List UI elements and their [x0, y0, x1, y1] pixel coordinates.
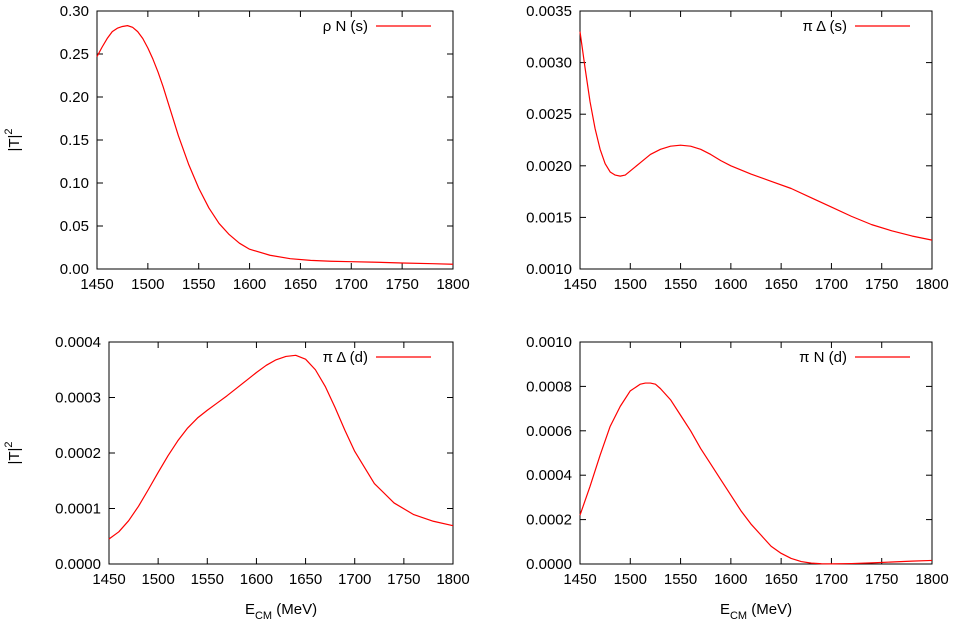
x-tick-label: 1600: [714, 571, 747, 588]
x-tick-label: 1500: [141, 571, 174, 588]
x-tick-label: 1800: [915, 571, 948, 588]
x-tick-label: 1550: [191, 571, 224, 588]
panel-pi-delta-s: 1450 1500 1550 1600 1650 1700 1750 1800 0.0010 0.…: [526, 3, 949, 293]
series-line: [108, 354, 454, 540]
x-tick-label: 1700: [815, 571, 848, 588]
panel-rho-n-s: 1450 1500 1550 1600 1650 1700 1750 1800 0.00 0.05…: [3, 3, 470, 293]
y-tick-label: 0.0030: [526, 55, 572, 72]
y-tick-label: 0.05: [60, 218, 89, 235]
plot-frame: [579, 341, 933, 565]
x-tick-label: 1450: [92, 571, 125, 588]
y-tick-label: 0.20: [60, 89, 89, 106]
x-tick-label: 1450: [80, 276, 113, 293]
x-tick-label: 1650: [289, 571, 322, 588]
x-tick-label: 1750: [865, 276, 898, 293]
x-tick-label: 1750: [865, 571, 898, 588]
y-tick-label: 0.0002: [526, 512, 572, 529]
y-tick-label: 0.0008: [526, 378, 572, 395]
y-tick-label: 0.10: [60, 175, 89, 192]
legend-label: π Δ (d): [323, 349, 368, 366]
x-tick-label: 1500: [614, 571, 647, 588]
y-tick-label: 0.0010: [526, 334, 572, 351]
y-tick-label: 0.0000: [55, 556, 101, 573]
x-axis-label: ECM (MeV): [245, 601, 317, 622]
y-tick-label: 0.0000: [526, 556, 572, 573]
x-tick-label: 1650: [764, 276, 797, 293]
x-tick-label: 1800: [436, 276, 469, 293]
panel-pi-delta-d: 1450 1500 1550 1600 1650 1700 1750 1800 0.0000 0.…: [3, 334, 470, 622]
x-tick-label: 1650: [284, 276, 317, 293]
x-tick-label: 1600: [714, 276, 747, 293]
panel-pi-n-d: 1450 1500 1550 1600 1650 1700 1750 1800 0.0000 0.…: [526, 334, 949, 622]
y-tick-label: 0.0010: [526, 261, 572, 278]
x-tick-label: 1750: [385, 276, 418, 293]
y-tick-label: 0.00: [60, 261, 89, 278]
y-tick-label: 0.0015: [526, 209, 572, 226]
x-axis-label: ECM (MeV): [720, 601, 792, 622]
y-tick-label: 0.0006: [526, 423, 572, 440]
x-tick-label: 1550: [182, 276, 215, 293]
x-tick-label: 1700: [335, 276, 368, 293]
x-tick-label: 1450: [563, 571, 596, 588]
y-tick-label: 0.0003: [55, 390, 101, 407]
y-tick-label: 0.0035: [526, 3, 572, 20]
y-tick-label: 0.0020: [526, 158, 572, 175]
series-line: [96, 25, 454, 265]
y-tick-label: 0.30: [60, 3, 89, 20]
y-tick-label: 0.25: [60, 46, 89, 63]
plot-frame: [579, 10, 933, 270]
y-tick-label: 0.15: [60, 132, 89, 149]
x-tick-label: 1550: [664, 276, 697, 293]
x-tick-label: 1500: [131, 276, 164, 293]
x-tick-label: 1550: [664, 571, 697, 588]
x-tick-label: 1800: [436, 571, 469, 588]
x-tick-label: 1700: [815, 276, 848, 293]
y-tick-label: 0.0004: [526, 467, 572, 484]
series-line: [579, 382, 933, 565]
series-line: [579, 31, 933, 241]
y-tick-label: 0.0004: [55, 334, 101, 351]
y-tick-label: 0.0025: [526, 106, 572, 123]
x-tick-label: 1750: [387, 571, 420, 588]
y-tick-label: 0.0001: [55, 501, 101, 518]
x-tick-label: 1500: [614, 276, 647, 293]
plot-frame: [96, 10, 454, 270]
y-tick-label: 0.0002: [55, 445, 101, 462]
x-tick-label: 1650: [764, 571, 797, 588]
x-tick-label: 1600: [240, 571, 273, 588]
legend-label: ρ N (s): [323, 18, 368, 35]
legend-label: π Δ (s): [802, 18, 847, 35]
y-axis-label: |T|2: [3, 128, 23, 151]
plot-frame: [108, 341, 454, 565]
x-tick-label: 1450: [563, 276, 596, 293]
x-tick-label: 1600: [233, 276, 266, 293]
x-tick-label: 1700: [338, 571, 371, 588]
y-axis-label: |T|2: [3, 441, 23, 464]
legend-label: π N (d): [799, 349, 847, 366]
x-tick-label: 1800: [915, 276, 948, 293]
